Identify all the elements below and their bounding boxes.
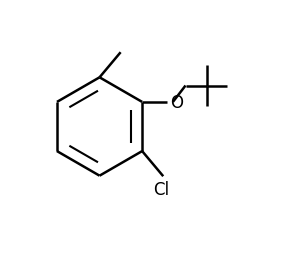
- Text: O: O: [170, 93, 183, 112]
- Text: Cl: Cl: [153, 180, 169, 198]
